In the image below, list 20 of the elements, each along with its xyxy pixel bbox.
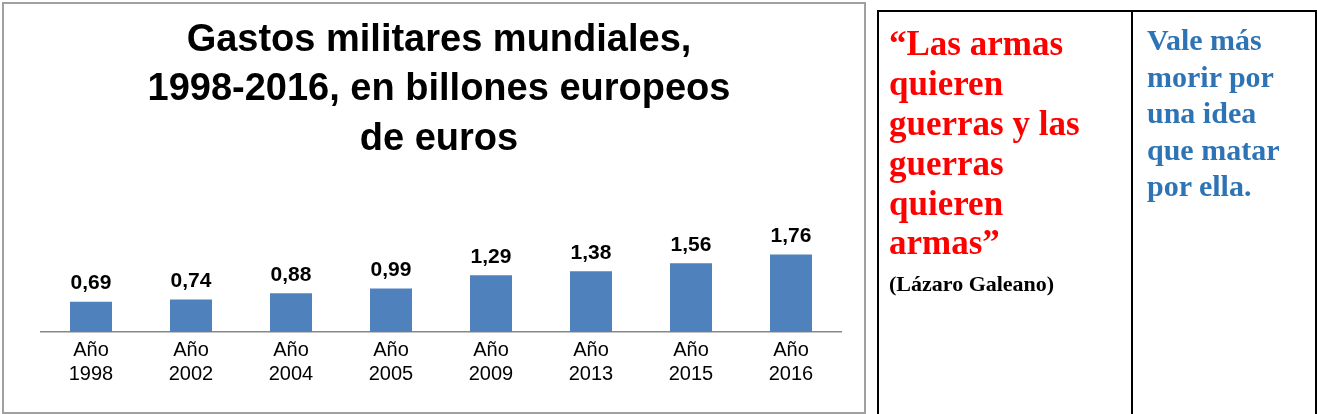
x-tick-label: Año 1998	[68, 337, 114, 384]
x-tick-label: Año 2002	[168, 337, 214, 384]
data-label: 1,76	[770, 222, 812, 246]
x-tick-label: Año 2013	[568, 337, 614, 384]
data-label: 1,38	[570, 239, 612, 263]
data-label: 0,88	[270, 261, 312, 285]
x-tick-label: Año 2015	[668, 337, 714, 384]
data-label: 1,29	[470, 243, 512, 267]
x-tick-label: Año 2004	[268, 337, 314, 384]
data-label: 0,74	[170, 267, 212, 291]
chart-title: Gastos militares mundiales, 1998-2016, en billones europeos de euros	[146, 16, 732, 160]
data-label: 0,99	[370, 256, 412, 280]
data-label: 0,69	[70, 269, 112, 293]
x-tick-label: Año 2016	[768, 337, 814, 384]
x-tick-label: Año 2009	[468, 337, 514, 384]
text: “Las armas quieren guerras y las guerras quieren armas”	[889, 24, 1081, 264]
text: (Lázaro Galeano)	[889, 270, 1056, 299]
x-tick-label: Año 2005	[368, 337, 414, 384]
data-label: 1,56	[670, 231, 712, 255]
text: Vale más morir por una idea que matar por ella.	[1147, 22, 1280, 205]
